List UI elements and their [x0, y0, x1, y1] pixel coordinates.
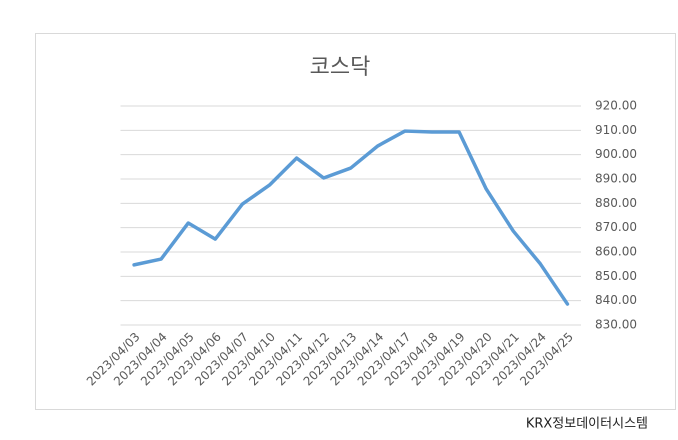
y-tick-label: 880.00 [595, 196, 637, 210]
y-tick-label: 900.00 [595, 147, 637, 161]
y-tick-label: 870.00 [595, 220, 637, 234]
y-tick-label: 910.00 [595, 123, 637, 137]
chart-frame [35, 33, 676, 410]
chart-title: 코스닥 [310, 55, 371, 80]
y-tick-label: 830.00 [595, 318, 637, 332]
y-tick-label: 890.00 [595, 172, 637, 186]
source-note: KRX정보데이터시스템 [526, 417, 648, 432]
data-line [132, 129, 570, 306]
y-tick-label: 860.00 [595, 245, 637, 259]
y-tick-label: 840.00 [595, 293, 637, 307]
y-tick-label: 850.00 [595, 269, 637, 283]
y-tick-label: 920.00 [595, 99, 637, 113]
